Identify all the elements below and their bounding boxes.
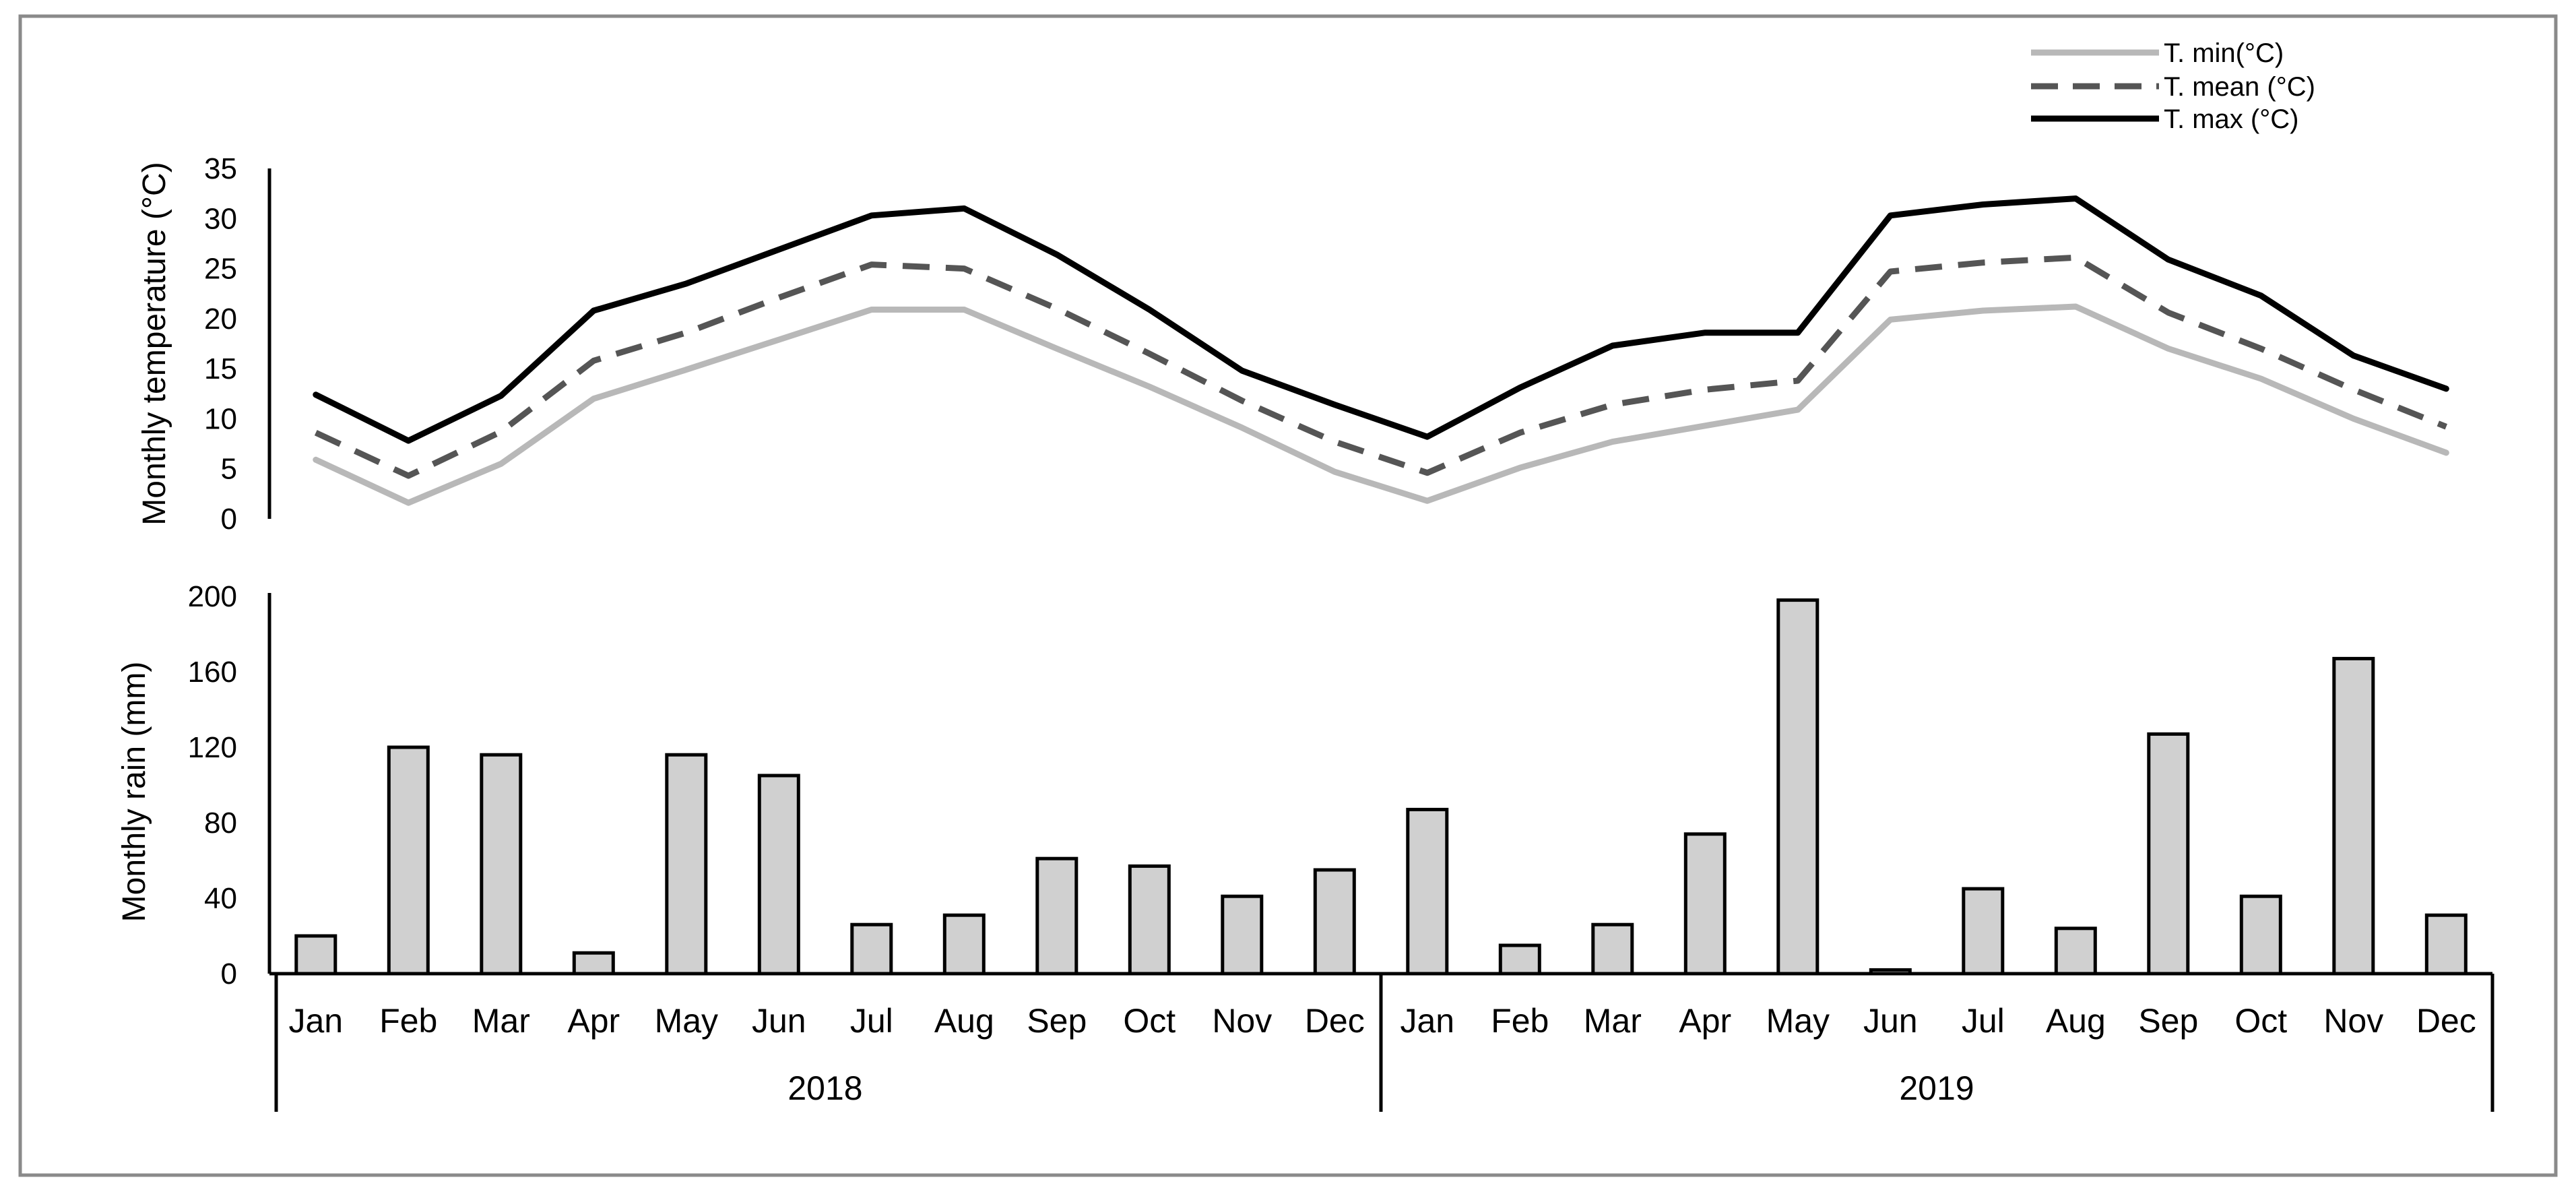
rain-tick-label: 0 xyxy=(221,957,237,991)
year-group-axis: 2018 2019 xyxy=(274,974,2494,1112)
rain-bar xyxy=(757,774,800,976)
month-label: Oct xyxy=(1123,1002,1176,1040)
rain-tick-label: 200 xyxy=(188,580,237,613)
rain-bar xyxy=(2054,926,2097,976)
month-label: Jun xyxy=(752,1002,806,1040)
month-label: Jun xyxy=(1863,1002,1918,1040)
temperature-series-lines xyxy=(313,195,2449,506)
rain-bar xyxy=(2147,732,2190,976)
month-label: May xyxy=(1766,1002,1830,1040)
rain-y-axis-title: Monthly rain (mm) xyxy=(117,662,152,922)
temperature-tick-label: 35 xyxy=(204,152,237,185)
month-label: Jul xyxy=(850,1002,893,1040)
rain-bar xyxy=(1869,968,1912,976)
temperature-series-line-0 xyxy=(313,303,2449,506)
rain-bar xyxy=(665,753,708,976)
temperature-series-line-1 xyxy=(314,254,2447,479)
rain-bar xyxy=(294,934,337,976)
temperature-tick-label: 30 xyxy=(204,202,237,235)
rain-bar xyxy=(1313,868,1356,976)
month-label: Jan xyxy=(1400,1002,1454,1040)
month-label: Aug xyxy=(2046,1002,2106,1040)
rain-tick-label: 120 xyxy=(188,731,237,764)
temperature-tick-label: 20 xyxy=(204,303,237,336)
temperature-tick-label: 25 xyxy=(204,253,237,286)
rain-bar xyxy=(1128,864,1171,976)
rain-bar xyxy=(1962,887,2005,976)
month-label: Mar xyxy=(472,1002,530,1040)
month-label: Dec xyxy=(2416,1002,2476,1040)
month-label: Jan xyxy=(288,1002,343,1040)
year-label: 2018 xyxy=(787,1069,862,1107)
temperature-panel: 0 5 10 15 20 25 30 35 Monthly temperature (°C) xyxy=(137,152,2449,536)
rain-bar xyxy=(480,753,523,976)
rain-y-ticks: 0 40 80 120 160 200 xyxy=(188,580,237,991)
temperature-tick-label: 5 xyxy=(221,453,237,486)
month-labels: Jan Feb Mar Apr May Jun Jul Aug Sep Oct Nov Dec Jan F… xyxy=(288,1002,2476,1040)
month-label: Feb xyxy=(379,1002,437,1040)
rain-bar xyxy=(1035,856,1078,976)
month-label: Nov xyxy=(2323,1002,2383,1040)
temperature-tick-label: 15 xyxy=(204,352,237,385)
rain-bars xyxy=(294,598,2468,976)
month-label: Aug xyxy=(934,1002,994,1040)
legend-label-tmax: T. max (°C) xyxy=(2164,104,2298,134)
figure-border xyxy=(18,14,2558,1177)
rain-bar xyxy=(2332,656,2375,976)
month-label: Nov xyxy=(1212,1002,1272,1040)
rain-panel: 0 40 80 120 160 200 Monthly rain (mm) Jan Feb M… xyxy=(117,580,2494,1112)
month-label: Sep xyxy=(2138,1002,2198,1040)
rain-tick-label: 40 xyxy=(204,882,237,915)
rain-bar xyxy=(2424,913,2468,976)
month-label: Apr xyxy=(567,1002,620,1040)
temperature-series-line-2 xyxy=(313,195,2449,444)
rain-bar xyxy=(850,922,893,976)
temperature-tick-label: 10 xyxy=(204,402,237,435)
legend-label-tmean: T. mean (°C) xyxy=(2164,72,2315,102)
rain-bar xyxy=(1591,922,1634,976)
temperature-tick-label: 0 xyxy=(221,503,237,536)
rain-bar xyxy=(1776,598,1820,976)
month-label: Dec xyxy=(1305,1002,1365,1040)
rain-bar xyxy=(1498,943,1541,976)
legend: T. min(°C) T. mean (°C) T. max (°C) xyxy=(2031,38,2315,134)
temperature-y-axis-title: Monthly temperature (°C) xyxy=(137,162,172,525)
month-label: May xyxy=(655,1002,718,1040)
rain-bar xyxy=(1683,832,1727,976)
month-label: Feb xyxy=(1491,1002,1549,1040)
legend-label-tmin: T. min(°C) xyxy=(2164,38,2284,68)
month-label: Sep xyxy=(1027,1002,1087,1040)
rain-bar xyxy=(572,951,615,976)
month-label: Jul xyxy=(1962,1002,2005,1040)
rain-bar xyxy=(1406,807,1449,976)
month-label: Mar xyxy=(1584,1002,1642,1040)
rain-tick-label: 160 xyxy=(188,656,237,689)
rain-bar xyxy=(387,745,430,976)
month-label: Apr xyxy=(1679,1002,1731,1040)
temperature-y-ticks: 0 5 10 15 20 25 30 35 xyxy=(204,152,237,536)
rain-tick-label: 80 xyxy=(204,807,237,840)
rain-bar xyxy=(1221,894,1264,976)
rain-bar xyxy=(942,913,986,976)
rain-bar xyxy=(2239,894,2282,976)
month-label: Oct xyxy=(2234,1002,2287,1040)
year-label: 2019 xyxy=(1899,1069,1974,1107)
